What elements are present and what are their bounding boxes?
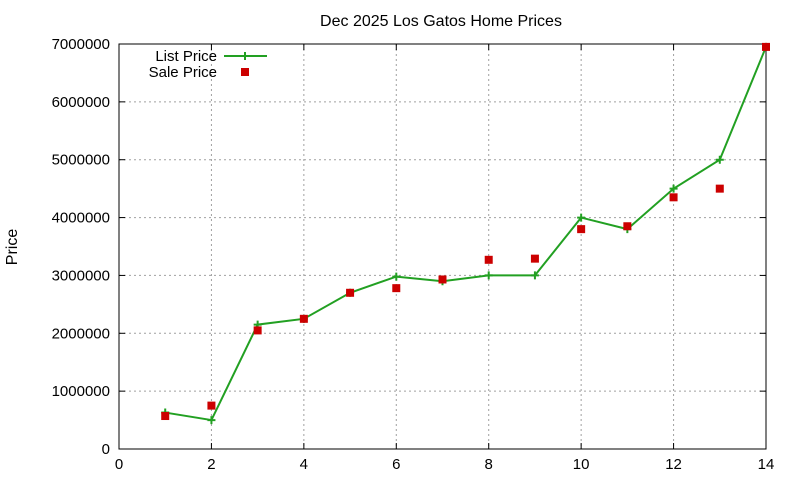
y-tick-label: 3000000 — [52, 267, 110, 284]
data-point-square — [715, 184, 724, 193]
data-point-square — [577, 225, 586, 234]
y-tick-label: 2000000 — [52, 325, 110, 342]
data-point-plus — [577, 213, 586, 222]
plot-frame — [118, 43, 767, 450]
y-tick-label: 1000000 — [52, 383, 110, 400]
data-point-square — [299, 314, 308, 323]
data-point-square — [392, 284, 401, 293]
legend-swatch-marker — [241, 68, 249, 76]
legend-swatch-marker — [241, 52, 249, 60]
legend-label: List Price — [155, 48, 217, 65]
grid — [119, 44, 766, 449]
series-line — [165, 46, 767, 422]
data-point-plus — [207, 416, 216, 425]
x-tick-label: 4 — [300, 456, 308, 473]
series-list-price — [161, 42, 770, 425]
data-point-square — [253, 326, 262, 335]
series-layer — [161, 42, 770, 425]
data-point-square — [161, 412, 170, 421]
x-tick-label: 10 — [573, 456, 590, 473]
data-point-plus — [715, 155, 724, 164]
data-point-square — [484, 255, 493, 264]
y-tick-label: 6000000 — [52, 94, 110, 111]
data-point-plus — [530, 271, 539, 280]
x-tick-label: 14 — [758, 456, 775, 473]
data-point-square — [669, 193, 678, 202]
data-point-plus — [484, 271, 493, 280]
y-tick-label: 5000000 — [52, 152, 110, 169]
y-tick-label: 7000000 — [52, 36, 110, 53]
y-tick-label: 0 — [102, 441, 110, 458]
axes: 0 2 4 6 8 10 12 14 0 1000000 2000000 3000000 4000000… — [52, 36, 775, 473]
x-tick-label: 2 — [207, 456, 215, 473]
x-tick-label: 8 — [485, 456, 493, 473]
x-tick-label: 12 — [665, 456, 682, 473]
data-point-plus — [669, 184, 678, 193]
x-tick-label: 0 — [115, 456, 123, 473]
y-axis-label: Price — [4, 229, 21, 266]
legend-label: Sale Price — [149, 64, 217, 81]
data-point-square — [438, 275, 447, 284]
data-point-square — [530, 254, 539, 263]
y-tick-label: 4000000 — [52, 210, 110, 227]
data-point-square — [207, 401, 216, 410]
series-sale-price — [161, 42, 770, 421]
x-tick-label: 6 — [392, 456, 400, 473]
data-point-plus — [392, 272, 401, 281]
chart-title: Dec 2025 Los Gatos Home Prices — [320, 13, 562, 30]
data-point-square — [346, 288, 355, 297]
data-point-square — [623, 222, 632, 231]
data-point-square — [762, 42, 770, 51]
